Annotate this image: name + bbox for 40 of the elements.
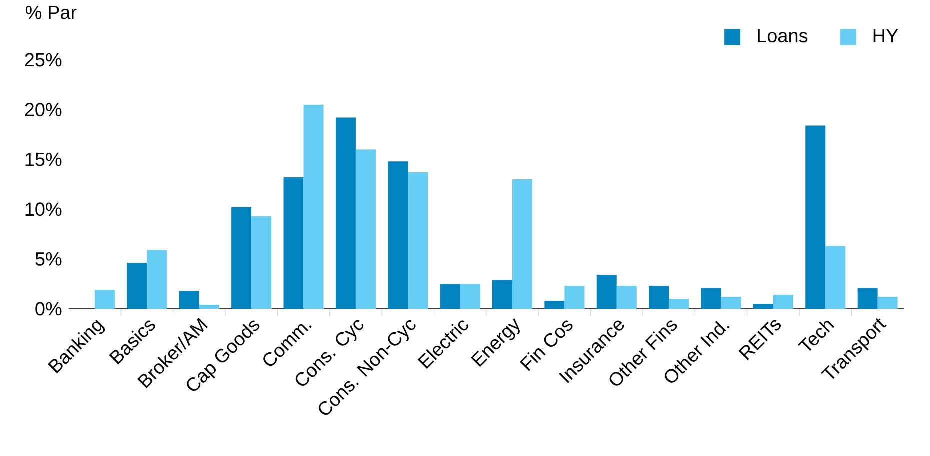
- bar: [179, 291, 200, 309]
- bar: [356, 150, 376, 309]
- bar: [408, 172, 428, 309]
- y-tick-label: 15%: [26, 152, 62, 166]
- bar: [440, 284, 460, 309]
- bar: [564, 286, 585, 309]
- bar: [721, 297, 742, 309]
- y-tick-label: 5%: [36, 252, 62, 266]
- bar: [284, 178, 304, 309]
- y-tick-label: 0%: [36, 302, 62, 316]
- bar: [252, 216, 272, 309]
- legend-label: HY: [874, 29, 898, 42]
- bar: [544, 301, 565, 309]
- bar: [304, 104, 324, 309]
- bar: [596, 275, 617, 309]
- bar: [858, 288, 878, 309]
- bar: [649, 286, 670, 309]
- bar: [460, 284, 480, 309]
- bar: [95, 290, 115, 309]
- bar: [669, 299, 690, 309]
- bar: [127, 263, 148, 309]
- bar: [199, 305, 220, 309]
- bar: [388, 162, 408, 309]
- bar: [336, 118, 356, 309]
- legend-label: Loans: [758, 29, 808, 43]
- y-tick-label: 20%: [25, 103, 62, 117]
- bar: [753, 304, 774, 309]
- bar: [826, 246, 846, 309]
- y-tick-label: 25%: [25, 53, 62, 67]
- bar: [878, 297, 898, 309]
- bar: [806, 126, 826, 309]
- bar: [232, 207, 252, 309]
- y-axis-title: % Par: [26, 6, 77, 20]
- bar: [616, 286, 637, 309]
- bar: [701, 288, 722, 309]
- bar: [512, 180, 532, 309]
- bar: [492, 280, 512, 309]
- bar: [773, 295, 794, 309]
- bar: [147, 250, 168, 309]
- y-tick-label: 10%: [26, 202, 62, 216]
